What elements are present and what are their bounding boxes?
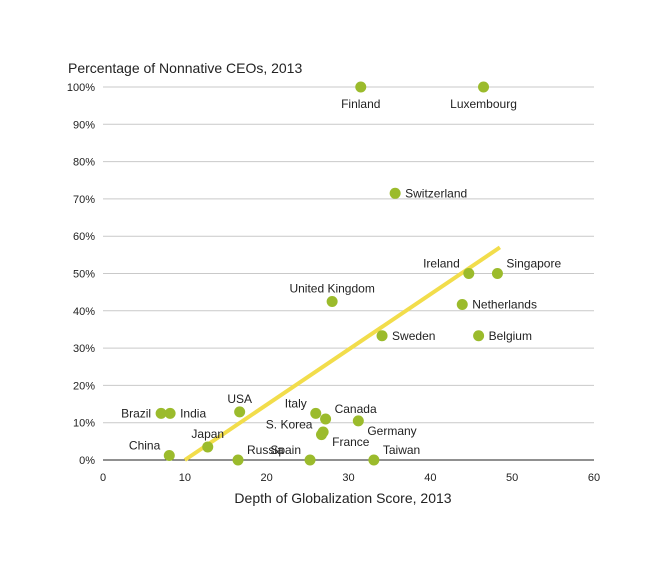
point-luxembourg (478, 81, 490, 93)
y-tick-label: 10% (73, 418, 95, 430)
point-label-japan: Japan (191, 427, 224, 441)
point-usa (234, 406, 246, 418)
x-axis-ticks: 0 10 20 30 40 50 60 (100, 472, 600, 484)
point-label-china: China (129, 439, 161, 453)
data-points (155, 81, 503, 466)
point-spain (304, 454, 316, 466)
gridlines (103, 86, 594, 424)
point-label-brazil: Brazil (121, 406, 151, 420)
point-labels: Finland Luxembourg Switzerland Ireland Singa… (121, 97, 561, 457)
point-brazil (155, 407, 167, 419)
point-label-united-kingdom: United Kingdom (289, 281, 374, 295)
point-united-kingdom (326, 295, 338, 307)
point-label-usa: USA (227, 392, 252, 406)
point-label-sweden: Sweden (392, 329, 435, 343)
point-germany (352, 415, 364, 427)
point-label-germany: Germany (367, 424, 416, 438)
y-tick-label: 30% (73, 343, 95, 355)
point-label-netherlands: Netherlands (472, 297, 537, 311)
point-taiwan (368, 454, 380, 466)
point-canada (320, 413, 332, 425)
point-label-spain: Spain (270, 443, 301, 457)
point-ireland (463, 268, 475, 279)
point-belgium (473, 330, 485, 342)
point-label-finland: Finland (341, 97, 380, 111)
point-label-ireland: Ireland (423, 257, 460, 271)
point-sweden (376, 330, 388, 342)
x-tick-label: 30 (342, 472, 354, 484)
chart-title: Percentage of Nonnative CEOs, 2013 (68, 60, 302, 76)
point-singapore (491, 268, 503, 279)
point-label-india: India (180, 406, 206, 420)
y-tick-label: 20% (73, 380, 95, 392)
x-tick-label: 10 (179, 472, 191, 484)
y-tick-label: 60% (73, 231, 95, 243)
x-tick-label: 40 (424, 472, 436, 484)
trendline (183, 245, 502, 462)
point-label-canada: Canada (335, 402, 377, 416)
point-label-france: France (332, 435, 370, 449)
y-tick-label: 40% (73, 306, 95, 318)
y-tick-label: 100% (67, 82, 95, 94)
point-label-luxembourg: Luxembourg (450, 97, 517, 111)
y-tick-label: 80% (73, 157, 95, 169)
x-tick-label: 0 (100, 472, 106, 484)
y-tick-label: 0% (79, 455, 95, 467)
x-tick-label: 60 (588, 472, 600, 484)
x-tick-label: 50 (506, 472, 518, 484)
point-label-russia: Russia (247, 443, 284, 457)
point-india (164, 407, 176, 419)
point-label-s-korea: S. Korea (266, 418, 313, 432)
point-finland (355, 81, 367, 93)
y-tick-label: 70% (73, 194, 95, 206)
y-axis-ticks: 0% 10% 20% 30% 40% 50% 60% 70% 80% 90% 100% (67, 82, 95, 467)
point-russia (232, 454, 244, 466)
y-tick-label: 90% (73, 119, 95, 131)
point-japan (202, 441, 214, 453)
point-label-singapore: Singapore (506, 257, 561, 271)
point-label-taiwan: Taiwan (383, 443, 420, 457)
point-label-belgium: Belgium (489, 329, 532, 343)
y-tick-label: 50% (73, 269, 95, 281)
point-switzerland (389, 187, 401, 199)
point-italy (310, 407, 322, 419)
point-label-switzerland: Switzerland (405, 186, 467, 200)
x-axis-title: Depth of Globalization Score, 2013 (234, 490, 451, 506)
point-label-italy: Italy (285, 396, 307, 410)
point-france (317, 426, 329, 438)
point-china (163, 450, 175, 462)
point-netherlands (456, 298, 468, 310)
x-tick-label: 20 (261, 472, 273, 484)
trendline-segment (183, 245, 502, 462)
